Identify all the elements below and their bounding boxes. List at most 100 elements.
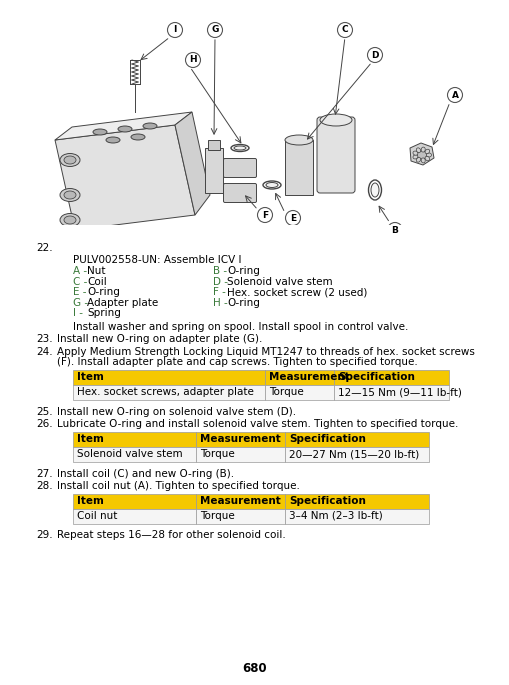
Ellipse shape [64, 216, 76, 224]
Circle shape [337, 23, 352, 38]
Text: F -: F - [213, 287, 229, 297]
Ellipse shape [319, 114, 351, 126]
Ellipse shape [412, 151, 417, 155]
Text: Install washer and spring on spool. Install spool in control valve.: Install washer and spring on spool. Inst… [73, 321, 408, 332]
Text: Install new O-ring on solenoid valve stem (D).: Install new O-ring on solenoid valve ste… [57, 406, 296, 416]
Text: Install coil nut (A). Tighten to specified torque.: Install coil nut (A). Tighten to specifi… [57, 481, 299, 491]
Text: 3–4 Nm (2–3 lb‑ft): 3–4 Nm (2–3 lb‑ft) [288, 511, 382, 521]
Polygon shape [175, 112, 210, 215]
Text: 24.: 24. [36, 347, 52, 356]
Text: G: G [211, 25, 218, 34]
Ellipse shape [285, 135, 313, 145]
Circle shape [387, 223, 402, 238]
Ellipse shape [131, 134, 145, 140]
FancyBboxPatch shape [223, 158, 256, 177]
Circle shape [207, 23, 222, 38]
Ellipse shape [420, 147, 425, 152]
Text: Item: Item [77, 496, 104, 506]
Bar [285, 432, 429, 447]
Text: B -: B - [213, 266, 230, 276]
Bar [334, 384, 448, 399]
Text: C: C [341, 25, 348, 34]
Circle shape [446, 88, 462, 103]
Ellipse shape [424, 149, 429, 153]
Bar [73, 432, 195, 447]
Text: H -: H - [213, 297, 231, 308]
Ellipse shape [416, 151, 426, 159]
Text: Specification: Specification [337, 372, 414, 382]
Bar [285, 447, 429, 462]
Ellipse shape [420, 158, 425, 163]
Text: Measurement: Measurement [200, 496, 280, 506]
Text: Torque: Torque [200, 511, 234, 521]
Bar [195, 447, 285, 462]
Ellipse shape [415, 148, 420, 153]
Text: 27.: 27. [36, 469, 52, 479]
Text: I -: I - [73, 308, 86, 318]
Ellipse shape [60, 188, 80, 201]
Bar [285, 508, 429, 523]
Bar [73, 447, 195, 462]
Ellipse shape [424, 156, 429, 161]
Text: A: A [450, 90, 458, 99]
Text: 28.: 28. [36, 481, 52, 491]
Text: Install new O-ring on adapter plate (G).: Install new O-ring on adapter plate (G). [57, 334, 262, 344]
Bar [195, 432, 285, 447]
Polygon shape [55, 125, 194, 230]
Text: F: F [262, 210, 268, 219]
Text: Install coil (C) and new O-ring (B).: Install coil (C) and new O-ring (B). [57, 469, 234, 479]
Ellipse shape [370, 183, 378, 197]
Bar [285, 140, 313, 195]
Ellipse shape [234, 146, 245, 150]
Text: PULV002558-UN: Assemble ICV I: PULV002558-UN: Assemble ICV I [73, 255, 241, 264]
Text: O-ring: O-ring [87, 287, 120, 297]
Text: Repeat steps 16—28 for other solenoid coil.: Repeat steps 16—28 for other solenoid co… [57, 530, 285, 540]
Ellipse shape [64, 191, 76, 199]
Bar [73, 369, 265, 384]
Text: B: B [391, 225, 398, 234]
Text: Spring: Spring [87, 308, 121, 318]
Text: D: D [371, 51, 378, 60]
Text: Adapter plate: Adapter plate [87, 297, 158, 308]
Text: Hex. socket screws, adapter plate: Hex. socket screws, adapter plate [77, 387, 253, 397]
Bar [195, 508, 285, 523]
Text: Measurement: Measurement [269, 372, 349, 382]
Ellipse shape [415, 158, 420, 162]
Ellipse shape [106, 137, 120, 143]
Text: Torque: Torque [200, 449, 234, 459]
Text: 25.: 25. [36, 406, 52, 416]
Ellipse shape [412, 155, 417, 159]
Circle shape [285, 210, 300, 225]
Text: E: E [290, 214, 296, 223]
Text: 26.: 26. [36, 419, 52, 429]
Text: O-ring: O-ring [227, 266, 260, 276]
Circle shape [185, 53, 200, 68]
Text: Solenoid valve stem: Solenoid valve stem [77, 449, 182, 459]
Text: Solenoid valve stem: Solenoid valve stem [227, 277, 332, 286]
Bar [265, 369, 334, 384]
Bar [285, 493, 429, 508]
Text: Coil: Coil [87, 277, 106, 286]
Text: H: H [189, 55, 196, 64]
Text: Apply Medium Strength Locking Liquid MT1247 to threads of hex. socket screws: Apply Medium Strength Locking Liquid MT1… [57, 347, 474, 356]
Circle shape [257, 208, 272, 223]
Ellipse shape [60, 214, 80, 227]
Bar [265, 384, 334, 399]
Ellipse shape [426, 153, 431, 157]
Bar [208, 140, 219, 150]
Text: Measurement: Measurement [200, 434, 280, 444]
Ellipse shape [64, 156, 76, 164]
Text: O-ring: O-ring [227, 297, 260, 308]
Text: D -: D - [213, 277, 231, 286]
Text: (F). Install adapter plate and cap screws. Tighten to specified torque.: (F). Install adapter plate and cap screw… [57, 357, 417, 367]
Text: G -: G - [73, 297, 91, 308]
FancyBboxPatch shape [223, 184, 256, 203]
Bar [205, 148, 222, 193]
Bar [334, 369, 448, 384]
Text: Torque: Torque [269, 387, 303, 397]
Text: Nut: Nut [87, 266, 105, 276]
Bar [73, 384, 265, 399]
Text: 680: 680 [242, 662, 267, 675]
Ellipse shape [93, 129, 107, 135]
Ellipse shape [143, 123, 157, 129]
